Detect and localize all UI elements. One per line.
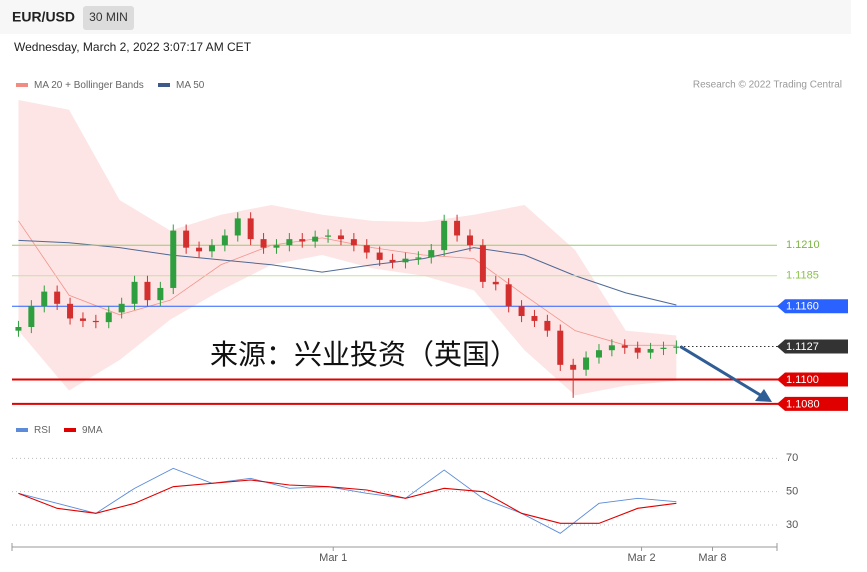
legend-label: 9MA [82,425,103,436]
candle-body [131,281,138,304]
level-badge [777,339,848,354]
candle-body [531,316,538,321]
candle-body [247,218,254,240]
candle-body [634,347,641,353]
candle-body [492,281,499,285]
candle-body [595,350,602,358]
candle-body [441,220,448,251]
watermark: 来源：兴业投资（英国） [210,338,518,371]
candle-body [350,239,357,246]
candle-body [428,250,435,258]
candle-body [402,258,409,263]
symbol: EUR/USD [12,9,75,25]
candle-body [144,281,151,301]
candle-body [92,320,99,323]
level-label: 1.1185 [786,270,819,282]
candle-body [660,347,667,349]
level-label: 1.1080 [786,398,820,410]
candle-body [273,245,280,248]
candle-body [196,247,203,252]
candle-body [41,291,48,307]
header-bar [0,0,851,34]
x-tick-label: Mar 1 [319,552,347,564]
candle-body [15,327,22,331]
candle-body [454,220,461,236]
candle-body [79,318,86,321]
candle-body [621,345,628,348]
candle-body [505,284,512,307]
candle-body [479,245,486,282]
candle-body [221,235,228,246]
y-tick-label: 30 [786,519,798,531]
indicator-line [18,467,677,534]
forecast-arrowhead [755,389,772,402]
candle-body [157,287,164,301]
level-label: 1.1210 [786,239,820,251]
y-tick-label: 50 [786,486,798,498]
forecast-arrow [679,345,763,398]
interval: 30 MIN [89,10,128,24]
level-label: 1.1100 [786,374,819,386]
legend-label: RSI [34,425,51,436]
candle-body [557,330,564,365]
candle-body [544,320,551,331]
level-badge [777,396,848,411]
interval-badge [83,6,134,30]
candle-body [286,239,293,246]
candle-body [28,306,35,328]
moving-average [18,220,677,346]
candle-body [337,235,344,240]
candle-body [570,364,577,370]
candle-body [118,303,125,313]
candle-body [183,230,190,248]
level-label: 1.1160 [786,301,819,313]
bollinger-band [18,100,677,396]
candle-body [415,257,422,259]
candle-body [389,259,396,263]
candle-body [647,348,654,353]
candle-body [312,236,319,242]
candle-body [583,357,590,370]
y-tick-label: 70 [786,452,798,464]
candle-body [673,346,680,348]
candle-body [208,245,215,252]
candle-body [466,235,473,246]
x-tick-label: Mar 2 [627,552,655,564]
candle-body [376,252,383,260]
candle-body [260,239,267,248]
candle-body [105,312,112,323]
level-badge [777,299,848,314]
candle-body [518,306,525,317]
moving-average [18,239,677,306]
candle-body [299,239,306,242]
candle-body [363,245,370,253]
candle-body [608,345,615,351]
legend-label: MA 20 + Bollinger Bands [34,80,144,91]
level-label: 1.1127 [786,341,819,353]
candle-body [325,235,332,237]
credit: Research © 2022 Trading Central [693,80,842,91]
date: Wednesday, March 2, 2022 3:07:17 AM CET [14,40,252,54]
legend-label: MA 50 [176,80,205,91]
level-badge [777,372,848,387]
candle-body [234,218,241,236]
x-tick-label: Mar 8 [698,552,726,564]
candle-body [54,291,61,304]
candle-body [170,230,177,288]
indicator-line [18,479,677,524]
legend-swatch [158,83,170,87]
legend-swatch [16,428,28,432]
candle-body [67,303,74,319]
legend-swatch [16,83,28,87]
legend-swatch [64,428,76,432]
